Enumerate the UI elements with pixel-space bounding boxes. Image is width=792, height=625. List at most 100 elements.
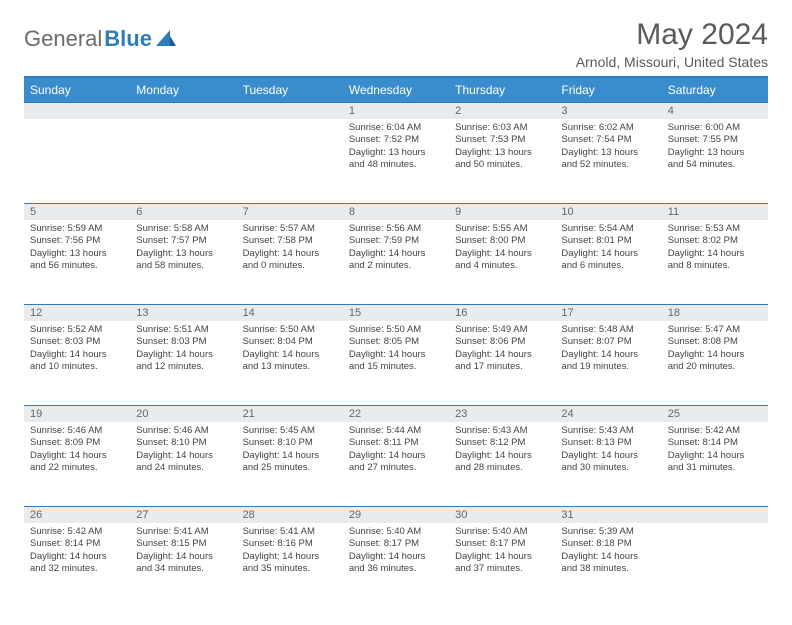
logo: GeneralBlue: [24, 18, 176, 52]
day-number: .: [662, 506, 768, 523]
daylight: Daylight: 13 hours and 48 minutes.: [349, 147, 443, 172]
day-cell: Sunrise: 5:55 AMSunset: 8:00 PMDaylight:…: [449, 220, 555, 304]
sunset: Sunset: 7:58 PM: [243, 235, 337, 247]
daylight: Daylight: 14 hours and 0 minutes.: [243, 248, 337, 273]
dow-thu: Thursday: [449, 78, 555, 102]
sunset: Sunset: 8:00 PM: [455, 235, 549, 247]
day-number: 17: [555, 304, 661, 321]
page-title: May 2024: [576, 18, 768, 52]
sunrise: Sunrise: 5:40 AM: [455, 526, 549, 538]
sunrise: Sunrise: 5:59 AM: [30, 223, 124, 235]
sunrise: Sunrise: 5:51 AM: [136, 324, 230, 336]
day-number: 22: [343, 405, 449, 422]
day-number: 12: [24, 304, 130, 321]
sunrise: Sunrise: 5:46 AM: [136, 425, 230, 437]
location: Arnold, Missouri, United States: [576, 54, 768, 70]
day-cell: Sunrise: 5:50 AMSunset: 8:05 PMDaylight:…: [343, 321, 449, 405]
sunrise: Sunrise: 5:42 AM: [30, 526, 124, 538]
day-number: 24: [555, 405, 661, 422]
day-cell: Sunrise: 5:54 AMSunset: 8:01 PMDaylight:…: [555, 220, 661, 304]
daylight: Daylight: 14 hours and 30 minutes.: [561, 450, 655, 475]
day-cell: Sunrise: 5:56 AMSunset: 7:59 PMDaylight:…: [343, 220, 449, 304]
dow-fri: Friday: [555, 78, 661, 102]
sunrise: Sunrise: 5:49 AM: [455, 324, 549, 336]
sunset: Sunset: 8:03 PM: [30, 336, 124, 348]
day-cell: Sunrise: 5:52 AMSunset: 8:03 PMDaylight:…: [24, 321, 130, 405]
day-number: 7: [237, 203, 343, 220]
day-number: 16: [449, 304, 555, 321]
day-number: 6: [130, 203, 236, 220]
day-number: 14: [237, 304, 343, 321]
day-cell: Sunrise: 5:40 AMSunset: 8:17 PMDaylight:…: [343, 523, 449, 607]
sunrise: Sunrise: 5:58 AM: [136, 223, 230, 235]
daylight: Daylight: 14 hours and 12 minutes.: [136, 349, 230, 374]
day-number: 13: [130, 304, 236, 321]
sunrise: Sunrise: 5:46 AM: [30, 425, 124, 437]
daylight: Daylight: 14 hours and 2 minutes.: [349, 248, 443, 273]
day-cell: Sunrise: 5:58 AMSunset: 7:57 PMDaylight:…: [130, 220, 236, 304]
day-of-week-header: Sunday Monday Tuesday Wednesday Thursday…: [24, 78, 768, 102]
day-cell: Sunrise: 5:45 AMSunset: 8:10 PMDaylight:…: [237, 422, 343, 506]
dow-sat: Saturday: [662, 78, 768, 102]
sunset: Sunset: 8:06 PM: [455, 336, 549, 348]
day-number: 5: [24, 203, 130, 220]
sunset: Sunset: 8:12 PM: [455, 437, 549, 449]
sunset: Sunset: 8:04 PM: [243, 336, 337, 348]
day-number: 31: [555, 506, 661, 523]
day-number: 25: [662, 405, 768, 422]
day-number: 28: [237, 506, 343, 523]
sunset: Sunset: 7:56 PM: [30, 235, 124, 247]
sunset: Sunset: 8:15 PM: [136, 538, 230, 550]
daylight: Daylight: 13 hours and 56 minutes.: [30, 248, 124, 273]
day-cell: Sunrise: 5:53 AMSunset: 8:02 PMDaylight:…: [662, 220, 768, 304]
daylight: Daylight: 14 hours and 34 minutes.: [136, 551, 230, 576]
logo-sail-icon: [156, 26, 176, 52]
day-number: .: [130, 102, 236, 119]
sunrise: Sunrise: 5:41 AM: [243, 526, 337, 538]
day-cell: Sunrise: 5:46 AMSunset: 8:09 PMDaylight:…: [24, 422, 130, 506]
daylight: Daylight: 14 hours and 24 minutes.: [136, 450, 230, 475]
daylight: Daylight: 13 hours and 50 minutes.: [455, 147, 549, 172]
day-number: .: [24, 102, 130, 119]
sunrise: Sunrise: 5:41 AM: [136, 526, 230, 538]
daylight: Daylight: 14 hours and 32 minutes.: [30, 551, 124, 576]
logo-text-blue: Blue: [104, 26, 152, 52]
day-number: 21: [237, 405, 343, 422]
day-cell: Sunrise: 5:43 AMSunset: 8:12 PMDaylight:…: [449, 422, 555, 506]
sunrise: Sunrise: 6:00 AM: [668, 122, 762, 134]
sunset: Sunset: 8:14 PM: [30, 538, 124, 550]
sunrise: Sunrise: 5:52 AM: [30, 324, 124, 336]
logo-text-general: General: [24, 26, 102, 52]
sunrise: Sunrise: 5:44 AM: [349, 425, 443, 437]
day-cell: Sunrise: 5:42 AMSunset: 8:14 PMDaylight:…: [24, 523, 130, 607]
day-number: 27: [130, 506, 236, 523]
day-cell: Sunrise: 5:44 AMSunset: 8:11 PMDaylight:…: [343, 422, 449, 506]
day-cell: [130, 119, 236, 203]
daylight: Daylight: 14 hours and 20 minutes.: [668, 349, 762, 374]
day-cell: Sunrise: 6:04 AMSunset: 7:52 PMDaylight:…: [343, 119, 449, 203]
day-cell: [237, 119, 343, 203]
daylight: Daylight: 14 hours and 25 minutes.: [243, 450, 337, 475]
sunrise: Sunrise: 5:55 AM: [455, 223, 549, 235]
day-cell: Sunrise: 5:47 AMSunset: 8:08 PMDaylight:…: [662, 321, 768, 405]
sunrise: Sunrise: 5:39 AM: [561, 526, 655, 538]
daylight: Daylight: 14 hours and 6 minutes.: [561, 248, 655, 273]
day-cell: Sunrise: 6:03 AMSunset: 7:53 PMDaylight:…: [449, 119, 555, 203]
sunrise: Sunrise: 5:42 AM: [668, 425, 762, 437]
sunset: Sunset: 8:05 PM: [349, 336, 443, 348]
day-cell: Sunrise: 5:49 AMSunset: 8:06 PMDaylight:…: [449, 321, 555, 405]
day-cell: Sunrise: 5:57 AMSunset: 7:58 PMDaylight:…: [237, 220, 343, 304]
sunset: Sunset: 8:16 PM: [243, 538, 337, 550]
day-number: 11: [662, 203, 768, 220]
daylight: Daylight: 13 hours and 52 minutes.: [561, 147, 655, 172]
day-number: 8: [343, 203, 449, 220]
sunset: Sunset: 8:17 PM: [349, 538, 443, 550]
dow-sun: Sunday: [24, 78, 130, 102]
daylight: Daylight: 13 hours and 58 minutes.: [136, 248, 230, 273]
day-number: 3: [555, 102, 661, 119]
sunrise: Sunrise: 5:50 AM: [349, 324, 443, 336]
daylight: Daylight: 14 hours and 22 minutes.: [30, 450, 124, 475]
calendar-grid: ...1234Sunrise: 6:04 AMSunset: 7:52 PMDa…: [24, 102, 768, 607]
sunset: Sunset: 8:17 PM: [455, 538, 549, 550]
sunrise: Sunrise: 5:45 AM: [243, 425, 337, 437]
